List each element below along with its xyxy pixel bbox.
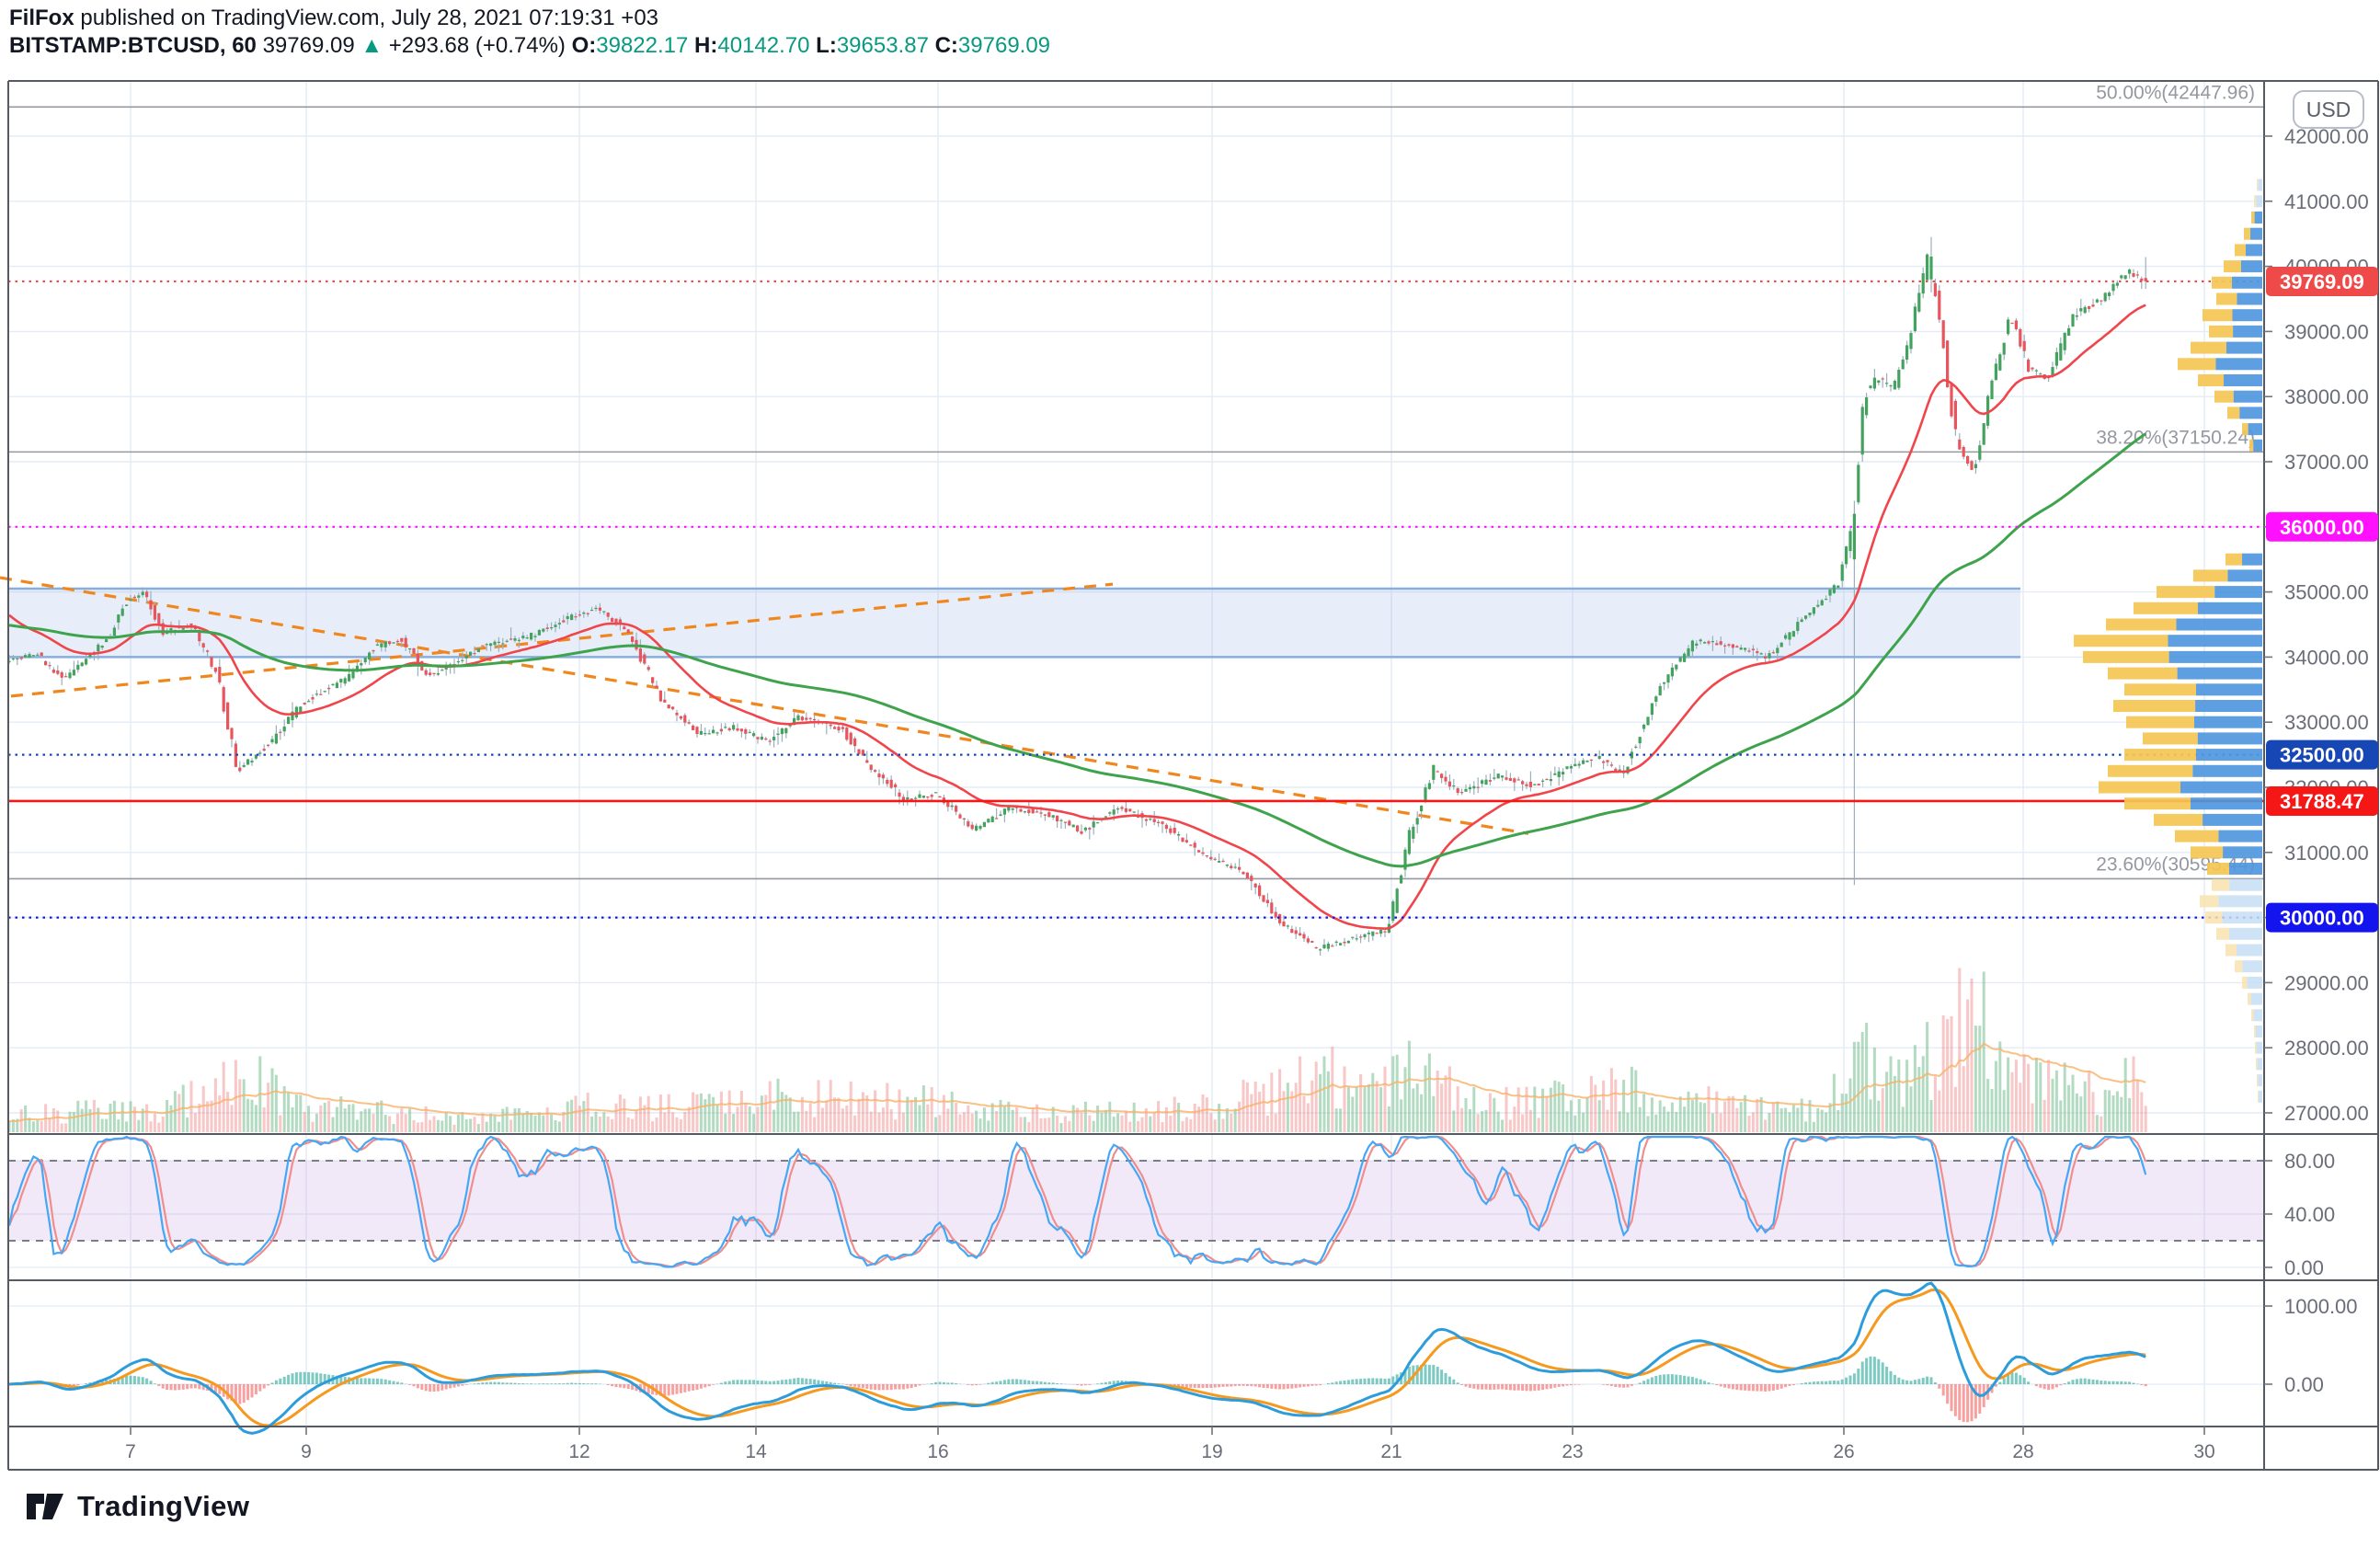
- svg-text:31788.47: 31788.47: [2280, 790, 2364, 813]
- change-arrow-icon: ▲: [360, 33, 383, 58]
- author-name: FilFox: [9, 6, 74, 30]
- macd-panel: [8, 1281, 2147, 1435]
- attribution-line: FilFox published on TradingView.com, Jul…: [9, 6, 658, 31]
- close-label: C:: [928, 33, 958, 58]
- symbol-name[interactable]: BITSTAMP:BTCUSD, 60: [9, 33, 257, 58]
- price-tick-label: 38000.00: [2284, 385, 2369, 408]
- price-tick-label: 34000.00: [2284, 646, 2369, 669]
- low-value: 39653.87: [836, 33, 929, 58]
- svg-text:39769.09: 39769.09: [2280, 270, 2364, 293]
- currency-button[interactable]: USD: [2293, 90, 2364, 129]
- fib-label: 38.20%(37150.24): [2096, 427, 2255, 448]
- high-value: 40142.70: [717, 33, 810, 58]
- price-lines[interactable]: [8, 280, 2264, 919]
- moving-averages[interactable]: [8, 304, 2147, 930]
- stoch-k-line: [7, 1135, 2147, 1268]
- time-tick-label: 19: [1201, 1441, 1222, 1462]
- volume-ma-line: [8, 1042, 2146, 1123]
- high-label: H:: [688, 33, 718, 58]
- time-tick-label: 14: [745, 1441, 767, 1462]
- time-tick-label: 12: [568, 1441, 589, 1462]
- price-tick-label: 28000.00: [2284, 1037, 2369, 1060]
- price-change: +293.68 (+0.74%): [383, 33, 572, 58]
- currency-button-label[interactable]: USD: [2306, 97, 2351, 121]
- price-tag-31788.47: 31788.47: [2266, 785, 2378, 816]
- macd-tick-label: 1000.00: [2284, 1295, 2358, 1318]
- open-label: O:: [571, 33, 597, 58]
- stochastic-panel: [7, 1135, 2264, 1268]
- svg-text:32500.00: 32500.00: [2280, 744, 2364, 767]
- price-tick-label: 42000.00: [2284, 125, 2369, 148]
- close-value: 39769.09: [957, 33, 1051, 58]
- tradingview-logo-icon: [27, 1494, 63, 1519]
- time-tick-label: 26: [1833, 1441, 1854, 1462]
- svg-text:36000.00: 36000.00: [2280, 516, 2364, 539]
- price-tick-label: 41000.00: [2284, 190, 2369, 213]
- volume-bars: [7, 968, 2147, 1132]
- stoch-tick-label: 80.00: [2284, 1150, 2335, 1173]
- price-tick-label: 33000.00: [2284, 711, 2369, 734]
- price-tick-label: 39000.00: [2284, 320, 2369, 343]
- time-tick-label: 30: [2193, 1441, 2214, 1462]
- ma-slow-line: [8, 432, 2147, 868]
- price-tick-label: 29000.00: [2284, 971, 2369, 994]
- time-tick-label: 9: [301, 1441, 312, 1462]
- price-tag-32500.00: 32500.00: [2266, 739, 2378, 770]
- time-tick-label: 7: [125, 1441, 136, 1462]
- price-tag-30000.00: 30000.00: [2266, 902, 2378, 933]
- last-price: 39769.09: [256, 33, 361, 58]
- macd-signal-line: [8, 1288, 2146, 1427]
- panel-frame[interactable]: [7, 80, 2379, 1471]
- attribution-text: published on TradingView.com, July 28, 2…: [74, 6, 659, 30]
- macd-tick-label: 0.00: [2284, 1373, 2324, 1396]
- tradingview-logo-text: TradingView: [77, 1490, 250, 1522]
- supply-zone[interactable]: [8, 587, 2020, 659]
- symbol-quote-line: BITSTAMP:BTCUSD, 60 39769.09 ▲ +293.68 (…: [9, 33, 1050, 59]
- time-tick-label: 16: [927, 1441, 948, 1462]
- time-tick-label: 23: [1562, 1441, 1583, 1462]
- low-label: L:: [809, 33, 837, 58]
- trendline-descending: [0, 576, 1529, 835]
- volume-profile: [2074, 178, 2262, 1103]
- trendline-ascending: [10, 582, 1114, 698]
- price-tick-label: 37000.00: [2284, 451, 2369, 474]
- macd-line: [8, 1281, 2146, 1435]
- price-tick-label: 31000.00: [2284, 842, 2369, 865]
- price-tag-39769.09: 39769.09: [2266, 266, 2378, 296]
- fib-label: 50.00%(42447.96): [2096, 82, 2255, 103]
- tradingview-logo[interactable]: TradingView: [24, 1488, 250, 1525]
- stoch-tick-label: 40.00: [2284, 1203, 2335, 1226]
- time-tick-label: 28: [2012, 1441, 2033, 1462]
- price-tag-36000.00: 36000.00: [2266, 511, 2378, 542]
- svg-text:30000.00: 30000.00: [2280, 907, 2364, 930]
- price-tick-label: 35000.00: [2284, 581, 2369, 604]
- open-value: 39822.17: [596, 33, 689, 58]
- candles: [7, 236, 2147, 956]
- ma-fast-line: [8, 304, 2146, 930]
- trendlines[interactable]: [0, 576, 1529, 835]
- stoch-d-line: [7, 1135, 2147, 1268]
- time-tick-label: 21: [1380, 1441, 1402, 1462]
- time-axis[interactable]: 7 9 12 14 16 19 21 23 26 28 30: [125, 1427, 2215, 1462]
- stoch-tick-label: 0.00: [2284, 1256, 2324, 1279]
- price-tick-label: 27000.00: [2284, 1102, 2369, 1125]
